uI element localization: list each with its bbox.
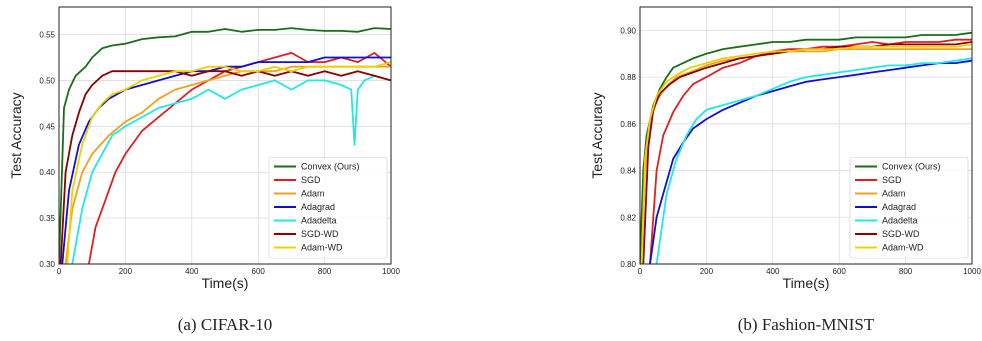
x-tick-label: 1000 xyxy=(382,267,400,276)
x-tick-label: 600 xyxy=(252,267,266,276)
series-line-convex-ours xyxy=(640,31,972,264)
y-tick-label: 0.35 xyxy=(39,214,55,223)
y-tick-label: 0.88 xyxy=(620,73,636,82)
x-tick-label: 200 xyxy=(700,267,714,276)
y-tick-label: 0.90 xyxy=(620,26,636,35)
y-tick-label: 0.45 xyxy=(39,122,55,131)
series-line-adadelta xyxy=(71,74,391,264)
legend-label: Convex (Ours) xyxy=(882,162,941,172)
legend-label: Adadelta xyxy=(882,216,918,226)
legend-label: Adam xyxy=(882,189,906,199)
legend-label: SGD-WD xyxy=(882,229,920,239)
y-tick-label: 0.40 xyxy=(39,168,55,177)
series-line-sgd xyxy=(649,38,972,264)
x-tick-label: 0 xyxy=(638,267,643,276)
x-tick-label: 400 xyxy=(185,267,199,276)
y-tick-label: 0.50 xyxy=(39,76,55,85)
legend: Convex (Ours) SGD Adam Adagrad Adadelta SGD-W… xyxy=(849,157,969,259)
y-axis-label: Test Accuracy xyxy=(8,92,24,178)
series-line-sgd-wd xyxy=(59,70,391,264)
figure-caption: (a) CIFAR-10 xyxy=(178,315,273,334)
series-line-adagrad xyxy=(649,59,972,264)
y-tick-label: 0.55 xyxy=(39,31,55,40)
series-line-convex-ours xyxy=(59,27,391,264)
x-tick-label: 600 xyxy=(833,267,847,276)
y-axis-label: Test Accuracy xyxy=(589,92,605,178)
x-tick-label: 200 xyxy=(119,267,133,276)
legend-box xyxy=(849,157,969,259)
y-tick-label: 0.84 xyxy=(620,167,636,176)
legend-label: Adam xyxy=(301,189,325,199)
series-line-adam-wd xyxy=(66,61,391,264)
series-line-sgd-wd xyxy=(642,41,972,264)
legend-label: Adagrad xyxy=(301,202,335,212)
series-line-adam-wd xyxy=(640,43,972,264)
legend-box xyxy=(268,157,388,259)
x-tick-label: 800 xyxy=(318,267,332,276)
y-tick-label: 0.30 xyxy=(39,260,55,269)
chart-cifar10: 0 200 400 600 800 1000 0.30 0.35 0.40 0.45 0.50 0.5… xyxy=(8,6,400,334)
legend-label: Adadelta xyxy=(301,216,337,226)
y-tick-label: 0.80 xyxy=(620,260,636,269)
x-axis-label: Time(s) xyxy=(783,275,830,291)
legend-label: Adam-WD xyxy=(882,243,924,253)
y-tick-label: 0.82 xyxy=(620,213,636,222)
legend-label: Adagrad xyxy=(882,202,916,212)
x-tick-label: 0 xyxy=(57,267,62,276)
chart-fashion-mnist: 0 200 400 600 800 1000 0.80 0.82 0.84 0.86 0.88 0.9… xyxy=(589,6,981,334)
x-tick-label: 400 xyxy=(766,267,780,276)
x-tick-label: 1000 xyxy=(963,267,981,276)
x-tick-label: 800 xyxy=(899,267,913,276)
figure-caption: (b) Fashion-MNIST xyxy=(738,315,875,334)
plot-frame xyxy=(58,6,392,265)
legend-label: Convex (Ours) xyxy=(301,162,360,172)
x-axis-label: Time(s) xyxy=(202,275,249,291)
legend: Convex (Ours) SGD Adam Adagrad Adadelta SGD-W… xyxy=(268,157,388,259)
legend-label: SGD xyxy=(882,175,902,185)
legend-label: SGD-WD xyxy=(301,229,339,239)
y-tick-label: 0.86 xyxy=(620,120,636,129)
series-line-adadelta xyxy=(655,57,972,264)
legend-label: SGD xyxy=(301,175,321,185)
legend-label: Adam-WD xyxy=(301,243,343,253)
plot-frame xyxy=(639,6,973,265)
